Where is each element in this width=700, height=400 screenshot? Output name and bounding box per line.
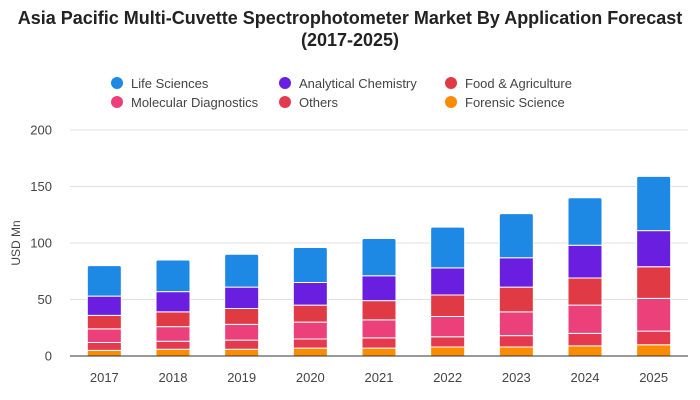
- legend-label-analytical-chemistry: Analytical Chemistry: [299, 75, 417, 91]
- bar-segment-molecular-diagnostics-2018[interactable]: [155, 326, 191, 342]
- bar-segment-forensic-science-2022[interactable]: [430, 346, 466, 357]
- bar-segment-food-agriculture-2022[interactable]: [430, 294, 466, 317]
- x-tick-label: 2023: [502, 370, 531, 385]
- bar-segment-life-sciences-2023[interactable]: [498, 213, 534, 259]
- bar-segment-food-agriculture-2021[interactable]: [361, 300, 397, 321]
- y-tick-label: 50: [38, 292, 52, 307]
- bar-segment-others-2025[interactable]: [636, 330, 672, 346]
- bar-segment-analytical-chemistry-2022[interactable]: [430, 267, 466, 296]
- bar-segment-forensic-science-2019[interactable]: [224, 348, 260, 357]
- bars: [86, 175, 672, 357]
- bar-segment-molecular-diagnostics-2025[interactable]: [636, 297, 672, 332]
- bar-segment-forensic-science-2020[interactable]: [292, 347, 328, 357]
- legend-label-life-sciences: Life Sciences: [131, 75, 209, 91]
- legend-marker-analytical-chemistry: [279, 77, 291, 89]
- bar-segment-analytical-chemistry-2019[interactable]: [224, 286, 260, 310]
- bar-segment-others-2023[interactable]: [498, 335, 534, 348]
- legend-marker-molecular-diagnostics: [111, 96, 123, 108]
- x-tick-label: 2017: [90, 370, 119, 385]
- y-tick-label: 100: [30, 236, 52, 251]
- bar-segment-others-2019[interactable]: [224, 339, 260, 350]
- bar-segment-forensic-science-2023[interactable]: [498, 346, 534, 357]
- bar-segment-forensic-science-2017[interactable]: [86, 349, 122, 357]
- bar-segment-life-sciences-2019[interactable]: [224, 253, 260, 288]
- legend-marker-life-sciences: [111, 77, 123, 89]
- bar-segment-life-sciences-2025[interactable]: [636, 175, 672, 232]
- bar-segment-analytical-chemistry-2023[interactable]: [498, 257, 534, 288]
- x-tick-label: 2020: [296, 370, 325, 385]
- chart-title: Asia Pacific Multi-Cuvette Spectrophotom…: [17, 8, 683, 50]
- bar-segment-life-sciences-2022[interactable]: [430, 226, 466, 269]
- bar-segment-analytical-chemistry-2018[interactable]: [155, 291, 191, 313]
- bar-segment-others-2022[interactable]: [430, 336, 466, 348]
- bar-segment-analytical-chemistry-2017[interactable]: [86, 295, 122, 316]
- bar-segment-food-agriculture-2024[interactable]: [567, 277, 603, 306]
- bar-segment-food-agriculture-2017[interactable]: [86, 314, 122, 330]
- bar-segment-molecular-diagnostics-2021[interactable]: [361, 319, 397, 339]
- bar-segment-food-agriculture-2020[interactable]: [292, 304, 328, 323]
- bar-segment-analytical-chemistry-2021[interactable]: [361, 275, 397, 302]
- legend-label-forensic-science: Forensic Science: [465, 94, 565, 110]
- bar-segment-analytical-chemistry-2020[interactable]: [292, 282, 328, 306]
- legend-item-life-sciences[interactable]: Life Sciences: [111, 75, 208, 91]
- legend-item-molecular-diagnostics[interactable]: Molecular Diagnostics: [111, 94, 258, 110]
- bar-segment-forensic-science-2025[interactable]: [636, 344, 672, 357]
- bar-segment-life-sciences-2021[interactable]: [361, 237, 397, 277]
- legend-label-food-agriculture: Food & Agriculture: [465, 75, 572, 91]
- legend-label-others: Others: [299, 94, 339, 110]
- x-tick-label: 2018: [159, 370, 188, 385]
- bar-segment-life-sciences-2018[interactable]: [155, 259, 191, 293]
- legend-item-others[interactable]: Others: [279, 94, 338, 110]
- legend-item-forensic-science[interactable]: Forensic Science: [445, 94, 565, 110]
- bar-segment-analytical-chemistry-2025[interactable]: [636, 230, 672, 268]
- bar-segment-life-sciences-2020[interactable]: [292, 247, 328, 284]
- bar-segment-forensic-science-2024[interactable]: [567, 345, 603, 357]
- legend-marker-food-agriculture: [445, 77, 457, 89]
- y-axis-ticks: 0 50 100 150 200: [30, 123, 52, 364]
- legend-marker-forensic-science: [445, 96, 457, 108]
- bar-segment-food-agriculture-2025[interactable]: [636, 266, 672, 299]
- legend-label-molecular-diagnostics: Molecular Diagnostics: [131, 94, 259, 110]
- bar-segment-molecular-diagnostics-2022[interactable]: [430, 315, 466, 338]
- bar-segment-forensic-science-2021[interactable]: [361, 347, 397, 357]
- x-axis-ticks: 2017 2018 2019 2020 2021 2022 2023 2024 2025: [90, 370, 668, 385]
- bar-segment-food-agriculture-2019[interactable]: [224, 308, 260, 325]
- bar-segment-analytical-chemistry-2024[interactable]: [567, 244, 603, 279]
- bar-segment-others-2024[interactable]: [567, 332, 603, 347]
- bar-segment-life-sciences-2024[interactable]: [567, 197, 603, 246]
- bar-segment-food-agriculture-2018[interactable]: [155, 311, 191, 328]
- x-tick-label: 2025: [639, 370, 668, 385]
- x-tick-label: 2024: [571, 370, 600, 385]
- bar-segment-others-2021[interactable]: [361, 337, 397, 349]
- bar-segment-others-2017[interactable]: [86, 341, 122, 351]
- x-tick-label: 2019: [227, 370, 256, 385]
- y-tick-label: 200: [30, 123, 52, 138]
- y-axis-title: USD Mn: [9, 220, 23, 265]
- bar-segment-life-sciences-2017[interactable]: [86, 265, 122, 297]
- x-tick-label: 2022: [433, 370, 462, 385]
- bar-segment-molecular-diagnostics-2020[interactable]: [292, 321, 328, 340]
- bar-segment-others-2018[interactable]: [155, 340, 191, 350]
- bar-segment-molecular-diagnostics-2023[interactable]: [498, 311, 534, 337]
- legend-item-food-agriculture[interactable]: Food & Agriculture: [445, 75, 572, 91]
- y-tick-label: 150: [30, 179, 52, 194]
- bar-segment-molecular-diagnostics-2019[interactable]: [224, 323, 260, 341]
- legend-marker-others: [279, 96, 291, 108]
- legend-item-analytical-chemistry[interactable]: Analytical Chemistry: [279, 75, 417, 91]
- y-tick-label: 0: [45, 349, 52, 364]
- bar-segment-others-2020[interactable]: [292, 338, 328, 349]
- bar-segment-forensic-science-2018[interactable]: [155, 348, 191, 357]
- bar-segment-food-agriculture-2023[interactable]: [498, 286, 534, 313]
- x-tick-label: 2021: [365, 370, 394, 385]
- bar-segment-molecular-diagnostics-2024[interactable]: [567, 304, 603, 334]
- bar-segment-molecular-diagnostics-2017[interactable]: [86, 328, 122, 343]
